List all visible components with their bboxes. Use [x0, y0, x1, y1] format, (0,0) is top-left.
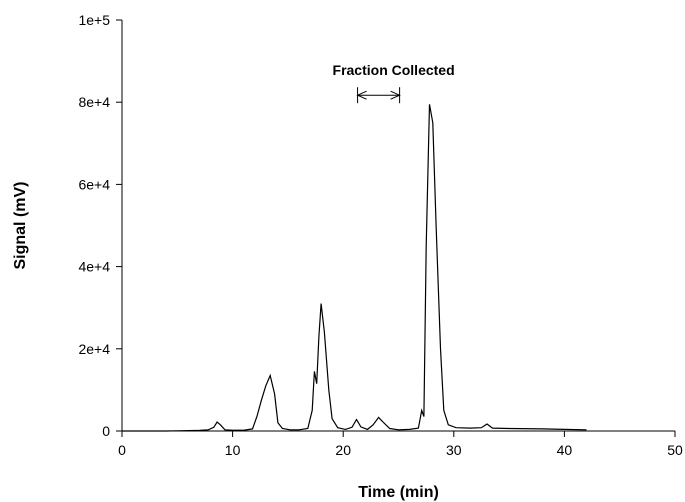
axes [121, 20, 675, 432]
x-tick-label: 0 [118, 442, 126, 458]
y-tick-label: 4e+4 [78, 259, 110, 275]
x-axis-ticks: 0 10 20 30 40 50 [118, 431, 683, 458]
x-tick-label: 30 [446, 442, 462, 458]
y-tick-label: 1e+5 [78, 12, 110, 28]
y-tick-label: 2e+4 [78, 341, 110, 357]
signal-line [122, 104, 587, 432]
fraction-annotation: Fraction Collected [333, 62, 455, 104]
y-tick-label: 0 [102, 423, 110, 439]
x-tick-label: 50 [667, 442, 683, 458]
x-tick-label: 10 [225, 442, 241, 458]
y-tick-label: 8e+4 [78, 94, 110, 110]
x-axis-title: Time (min) [358, 484, 439, 501]
y-tick-label: 6e+4 [78, 176, 110, 192]
fraction-collected-label: Fraction Collected [333, 62, 455, 78]
y-axis-title: Signal (mV) [12, 181, 29, 269]
y-axis-ticks: 0 2e+4 4e+4 6e+4 8e+4 1e+5 [78, 12, 122, 439]
x-tick-label: 20 [335, 442, 351, 458]
x-tick-label: 40 [557, 442, 573, 458]
